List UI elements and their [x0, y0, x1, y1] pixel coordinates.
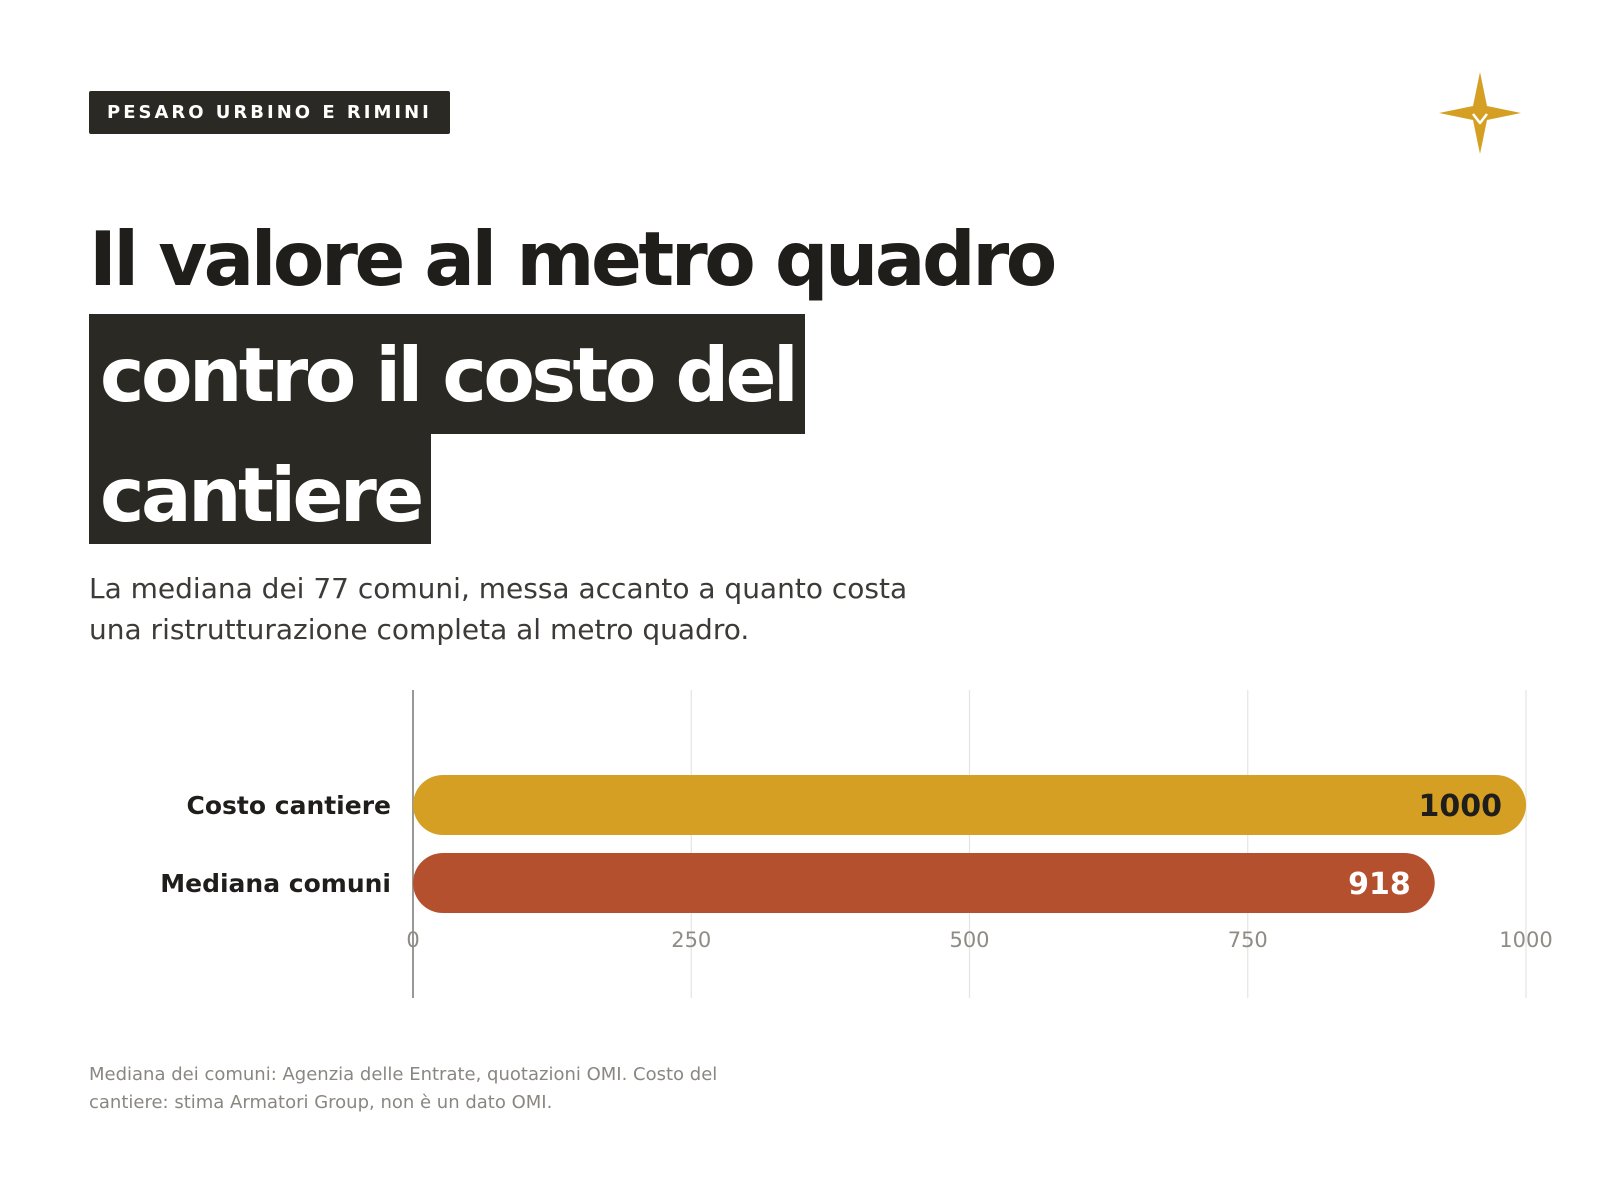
category-label: Mediana comuni	[160, 869, 391, 898]
bar-value-label: 1000	[1419, 789, 1503, 824]
x-tick-label: 750	[1228, 928, 1268, 952]
bar-value-label: 918	[1348, 867, 1411, 902]
x-tick-label: 1000	[1499, 928, 1552, 952]
bar	[413, 853, 1435, 913]
title-highlight-line-1: contro il costo del	[89, 314, 806, 434]
category-label: Costo cantiere	[187, 791, 391, 820]
region-badge: PESARO URBINO E RIMINI	[89, 91, 450, 134]
x-tick-label: 250	[671, 928, 711, 952]
compass-star-icon	[1439, 72, 1521, 154]
subtitle: La mediana dei 77 comuni, messa accanto …	[89, 572, 908, 646]
source-note: Mediana dei comuni: Agenzia delle Entrat…	[89, 1064, 718, 1113]
page-title: Il valore al metro quadro	[89, 215, 1057, 303]
bar	[413, 775, 1526, 835]
x-tick-label: 500	[949, 928, 989, 952]
title-highlight-line-2: cantiere	[89, 434, 431, 544]
x-tick-label: 0	[406, 928, 419, 952]
